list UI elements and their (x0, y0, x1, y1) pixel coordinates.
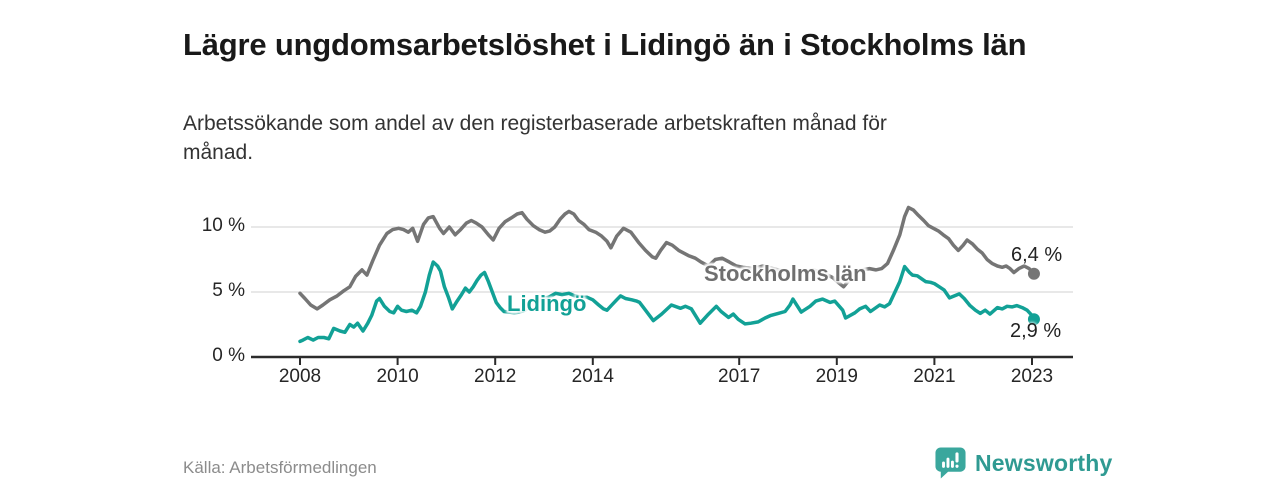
newsworthy-logo: Newsworthy (934, 446, 1112, 480)
x-tick-label: 2023 (1010, 366, 1054, 387)
series-end-dot-stockholms-lan (1027, 267, 1040, 280)
series-end-dot-lidingo (1027, 313, 1040, 326)
end-value-label-lidingo: 2,9 % (1010, 320, 1062, 342)
x-tick-label: 2012 (474, 366, 517, 387)
x-tick-label: 2008 (278, 366, 322, 387)
series-line-stockholms-lan (298, 205, 1036, 311)
y-tick-label: 10 % (201, 215, 245, 236)
series-line-lidingo (298, 260, 1036, 344)
y-tick-label: 5 % (212, 280, 245, 301)
x-tick-label: 2014 (571, 366, 614, 387)
series-label-stockholms-lan: Stockholms län (704, 261, 867, 286)
chart-subtitle: Arbetssökande som andel av den registerb… (183, 112, 887, 164)
speech-bubble-bar-chart-icon (935, 447, 966, 479)
y-tick-label: 0 % (212, 345, 245, 366)
source-attribution: Källa: Arbetsförmedlingen (183, 458, 377, 477)
x-tick-label: 2010 (376, 366, 419, 387)
end-value-label-stockholms-lan: 6,4 % (1011, 244, 1063, 266)
brand-name: Newsworthy (975, 449, 1113, 476)
series-label-lidingo: Lidingö (507, 291, 587, 316)
page-title: Lägre ungdomsarbetslöshet i Lidingö än i… (183, 26, 1027, 62)
x-tick-label: 2019 (815, 366, 858, 387)
x-tick-label: 2021 (913, 366, 956, 387)
x-tick-label: 2017 (718, 366, 761, 387)
